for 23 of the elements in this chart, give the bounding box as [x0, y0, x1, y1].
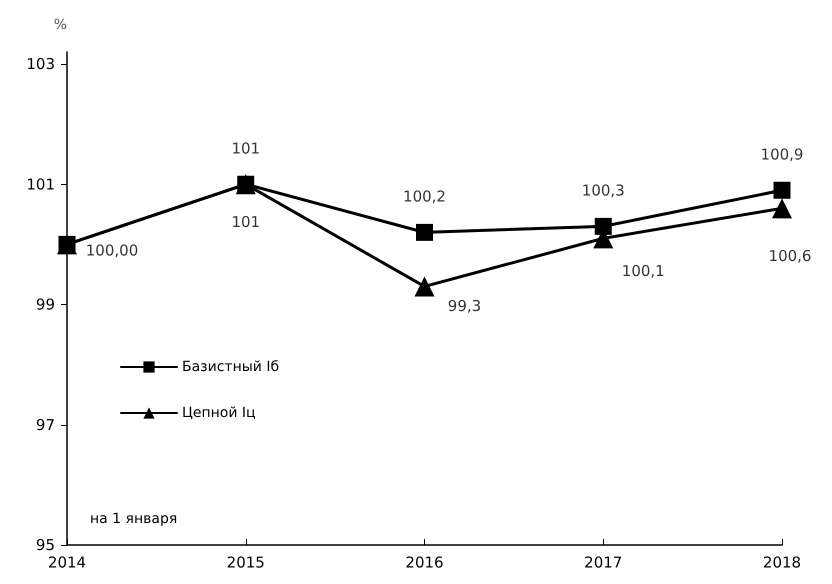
x-tick-label: 2016 [405, 554, 444, 572]
data-label: 99,3 [448, 296, 482, 315]
data-label: 100,00 [86, 241, 138, 260]
annotation: на 1 января [90, 511, 178, 527]
x-tick-label: 2015 [226, 554, 265, 572]
data-label: 101 [231, 139, 260, 158]
data-label: 100,6 [768, 246, 812, 265]
x-tick-label: 2018 [762, 554, 802, 572]
y-tick-label: 99 [36, 296, 55, 314]
data-label: 100,1 [622, 262, 665, 280]
x-tick-label: 2017 [584, 554, 622, 572]
legend-label: Базистный Iб [182, 359, 280, 375]
data-label: 100,3 [582, 181, 625, 200]
y-axis-title: % [54, 17, 67, 33]
data-label: 100,9 [760, 145, 804, 164]
y-tick-label: 97 [36, 416, 55, 434]
y-tick-label: 101 [26, 175, 55, 194]
legend-label: Цепной Iц [182, 405, 256, 421]
data-label: 100,2 [403, 187, 446, 206]
y-tick-label: 95 [36, 536, 55, 554]
y-tick-label: 103 [26, 55, 55, 74]
x-tick-label: 2014 [48, 554, 86, 572]
data-label: 101 [231, 212, 260, 231]
